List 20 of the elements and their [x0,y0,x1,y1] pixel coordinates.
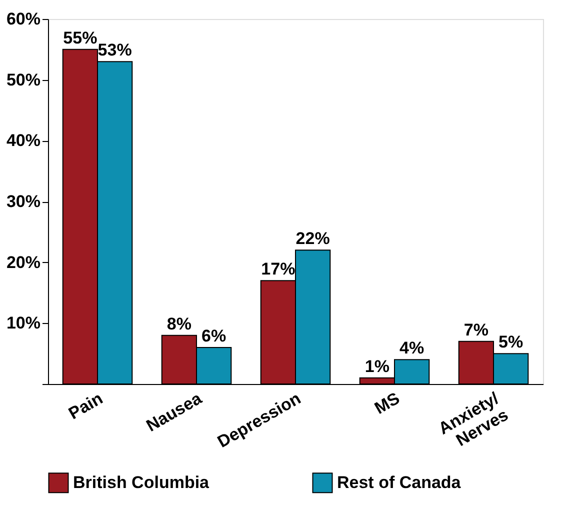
data-label: 22% [296,229,330,248]
data-label: 17% [261,260,296,279]
data-label: 6% [202,326,226,346]
y-tick-label: 30% [6,192,40,211]
data-label: 8% [166,314,192,334]
data-label: 1% [364,356,390,376]
y-tick-label: 40% [6,131,40,150]
data-label: 7% [464,320,488,340]
y-tick-label: 60% [6,10,40,28]
y-tick-label: 10% [6,314,40,333]
data-label: 53% [98,40,132,60]
legend-label: British Columbia [73,472,210,492]
data-label: 4% [400,338,424,358]
y-tick-label: 20% [6,252,40,272]
data-label: 5% [498,332,524,352]
y-tick-label: 50% [6,70,40,90]
x-tick-label: MS [371,388,403,418]
data-label: 55% [63,28,98,48]
x-tick-label: Pain [65,388,106,424]
legend-label: Rest of Canada [337,472,462,492]
